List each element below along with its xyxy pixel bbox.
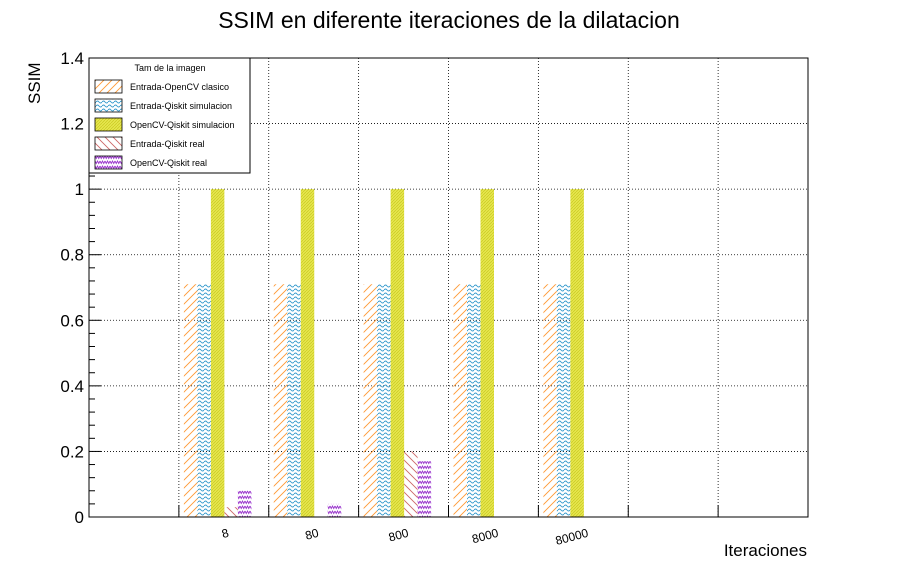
bar-entrada-opencv-clasico-3 (363, 284, 378, 517)
x-tick-label: 80000 (554, 526, 590, 548)
legend-box (88, 57, 251, 174)
y-tick-label: 0.2 (60, 442, 84, 461)
x-tick-label: 8 (220, 526, 230, 541)
legend-swatch (94, 79, 123, 94)
x-tick-label: 8000 (470, 526, 500, 547)
bar-opencv-qiskit-real-3 (417, 461, 432, 517)
bar-entrada-qiskit-simulacion-1 (197, 284, 211, 517)
bar-opencv-qiskit-simulacion-3 (390, 189, 405, 517)
legend-label: Entrada-Qiskit real (130, 139, 205, 149)
bar-entrada-opencv-clasico-2 (273, 284, 288, 517)
bar-opencv-qiskit-simulacion-5 (570, 189, 584, 517)
y-tick-label: 1.2 (60, 115, 84, 134)
y-ticks: 0 0.2 0.4 0.6 0.8 1 1.2 1.4 (60, 49, 84, 527)
y-tick-label: 0.6 (60, 311, 84, 330)
bar-opencv-qiskit-simulacion-4 (480, 189, 494, 517)
legend-label: Entrada-OpenCV clasico (130, 82, 229, 92)
bar-opencv-qiskit-simulacion-2 (300, 189, 315, 517)
legend-label: OpenCV-Qiskit simulacion (130, 120, 235, 130)
legend-title: Tam de la imagen (134, 63, 205, 73)
bars (183, 189, 584, 517)
chart-title: SSIM en diferente iteraciones de la dila… (218, 7, 680, 33)
legend-label: OpenCV-Qiskit real (130, 158, 207, 168)
bar-entrada-qiskit-simulacion-3 (377, 284, 391, 517)
legend: Tam de la imagen Entrada-OpenCV clasico E… (88, 57, 251, 174)
legend-label: Entrada-Qiskit simulacion (130, 101, 232, 111)
legend-swatch (94, 98, 123, 113)
bar-entrada-opencv-clasico-4 (453, 284, 467, 517)
bar-entrada-qiskit-real-3 (404, 451, 418, 517)
y-tick-label: 1 (75, 180, 84, 199)
y-tick-label: 0.4 (60, 377, 84, 396)
bar-opencv-qiskit-real-2 (327, 503, 342, 517)
axes (88, 57, 809, 518)
bar-opencv-qiskit-real-1 (237, 490, 252, 517)
legend-swatch (94, 117, 123, 132)
x-axis-label: Iteraciones (724, 541, 807, 560)
bar-entrada-qiskit-simulacion-5 (556, 284, 571, 517)
y-axis-label: SSIM (25, 62, 44, 104)
x-ticks: 8 80 800 8000 80000 (220, 526, 590, 548)
y-tick-label: 0 (75, 508, 84, 527)
legend-swatch (94, 136, 123, 151)
legend-swatch (94, 155, 123, 170)
bar-entrada-qiskit-real-1 (224, 507, 238, 517)
bar-entrada-qiskit-simulacion-4 (467, 284, 481, 517)
x-tick-label: 80 (304, 526, 321, 543)
y-tick-label: 0.8 (60, 246, 84, 265)
x-tick-label: 800 (387, 526, 410, 545)
bar-opencv-qiskit-simulacion-1 (210, 189, 225, 517)
bar-entrada-opencv-clasico-5 (543, 284, 557, 517)
bar-entrada-opencv-clasico-1 (183, 284, 198, 517)
y-tick-label: 1.4 (60, 49, 84, 68)
bar-entrada-qiskit-simulacion-2 (287, 284, 301, 517)
